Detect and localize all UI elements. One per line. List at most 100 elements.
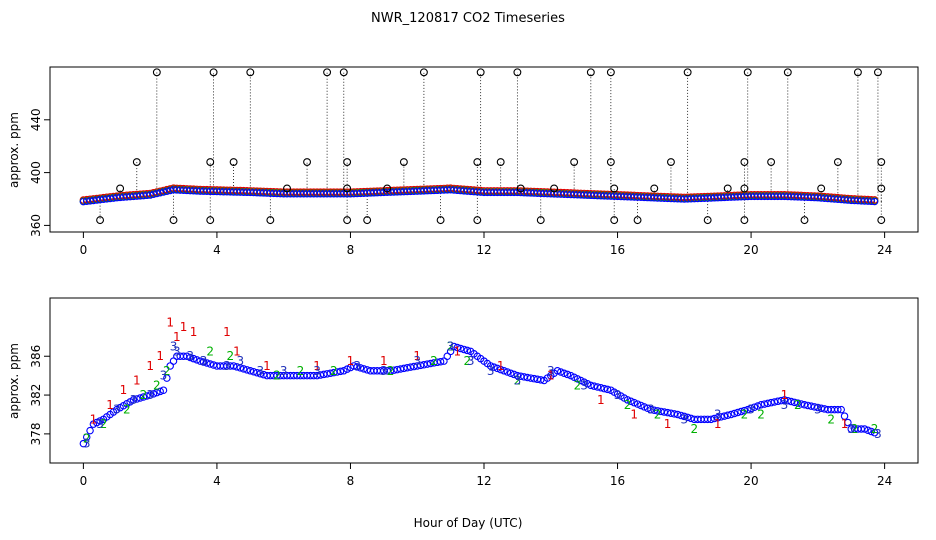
series-2-point: 2	[83, 432, 91, 446]
trend-point	[840, 412, 849, 420]
outlier-point	[513, 68, 522, 77]
trend-point	[637, 401, 645, 410]
series-1-point: 1	[180, 320, 188, 334]
trend-point	[587, 381, 595, 390]
trend-point	[677, 411, 685, 420]
baseline-point	[870, 197, 879, 206]
baseline-point	[867, 197, 876, 206]
trend-point	[713, 413, 722, 422]
outlier-point	[383, 184, 392, 193]
series-3-point: 3	[487, 364, 495, 378]
series-2-point: 2	[741, 407, 749, 421]
trend-point	[360, 365, 368, 373]
outlier-point	[303, 158, 312, 166]
series-3-point: 3	[223, 359, 231, 373]
trend-point	[790, 398, 799, 407]
trend-point	[196, 357, 204, 365]
x-tick-label: 20	[743, 474, 758, 488]
series-1-point: 1	[497, 359, 505, 373]
outlier-point	[473, 216, 482, 225]
trend-point	[133, 395, 141, 403]
y-tick-label: 386	[29, 345, 43, 368]
series-2-point: 2	[827, 412, 835, 426]
trend-point	[673, 410, 682, 419]
x-tick-label: 24	[877, 474, 892, 488]
outlier-point	[206, 158, 215, 166]
trend-point	[643, 404, 652, 412]
series-1-point: 1	[223, 325, 231, 339]
trend-point	[249, 368, 258, 376]
outlier-point	[436, 216, 445, 225]
series-3-point: 3	[353, 359, 361, 373]
trend-point	[747, 404, 755, 413]
series-3-point: 3	[280, 364, 288, 378]
trend-point	[797, 400, 805, 408]
outlier-point	[246, 68, 255, 77]
trend-point	[243, 366, 251, 374]
outlier-point	[343, 216, 352, 225]
figure-title: NWR_120817 CO2 Timeseries	[371, 11, 565, 26]
trend-point	[794, 399, 802, 407]
trend-point	[336, 367, 345, 376]
outlier-point	[740, 184, 749, 193]
trend-point	[750, 403, 759, 411]
series-2-point: 2	[514, 374, 522, 388]
top-y-axis-label: approx. ppm	[7, 112, 21, 188]
trend-point	[683, 413, 692, 422]
series-2-point: 2	[163, 364, 171, 378]
trend-point	[787, 397, 795, 406]
series-3-point: 3	[647, 403, 655, 417]
trend-point	[870, 428, 879, 437]
trend-point	[670, 410, 679, 418]
trend-point	[730, 409, 739, 418]
series-3-point: 3	[447, 340, 455, 354]
trend-point	[503, 368, 512, 376]
trend-point	[493, 364, 502, 373]
trend-point	[510, 370, 518, 379]
outlier-point	[783, 68, 792, 77]
x-tick-label: 24	[877, 243, 892, 257]
trend-point	[743, 405, 752, 414]
trend-point	[460, 345, 468, 354]
trend-point	[86, 426, 94, 435]
outlier-point	[873, 68, 882, 77]
trend-point	[500, 367, 508, 375]
outlier-point	[853, 68, 862, 77]
trend-point	[727, 410, 735, 419]
trend-point	[486, 362, 495, 370]
series-2-point: 2	[123, 403, 131, 417]
x-tick-label: 0	[80, 243, 88, 257]
trend-point	[784, 396, 792, 405]
trend-point	[256, 369, 265, 378]
trend-point	[553, 367, 562, 375]
outlier-point	[877, 158, 886, 166]
series-3-point: 3	[96, 417, 104, 431]
outlier-point	[723, 184, 732, 193]
series-1-point: 1	[547, 369, 555, 383]
trend-point	[146, 391, 154, 399]
series-1-point: 1	[630, 407, 638, 421]
outlier-point	[667, 158, 675, 166]
trend-point	[720, 412, 729, 420]
outlier-point	[496, 158, 505, 166]
series-3-point: 3	[170, 340, 178, 354]
trend-point	[356, 364, 365, 372]
trend-point	[450, 342, 458, 351]
series-3-point: 3	[236, 354, 244, 368]
series-3-point: 3	[514, 374, 522, 388]
trend-point	[246, 367, 255, 375]
series-2-point: 2	[871, 422, 879, 436]
series-1-point: 1	[841, 417, 849, 431]
trend-point	[153, 388, 161, 397]
series-1-point: 1	[313, 359, 321, 373]
trend-point	[129, 396, 138, 404]
series-1-point: 1	[380, 354, 388, 368]
trend-point	[82, 433, 91, 441]
x-tick-label: 16	[610, 474, 625, 488]
y-tick-label: 440	[29, 108, 43, 131]
series-1-point: 1	[597, 393, 605, 407]
trend-point	[844, 418, 852, 427]
outlier-point	[817, 184, 826, 193]
